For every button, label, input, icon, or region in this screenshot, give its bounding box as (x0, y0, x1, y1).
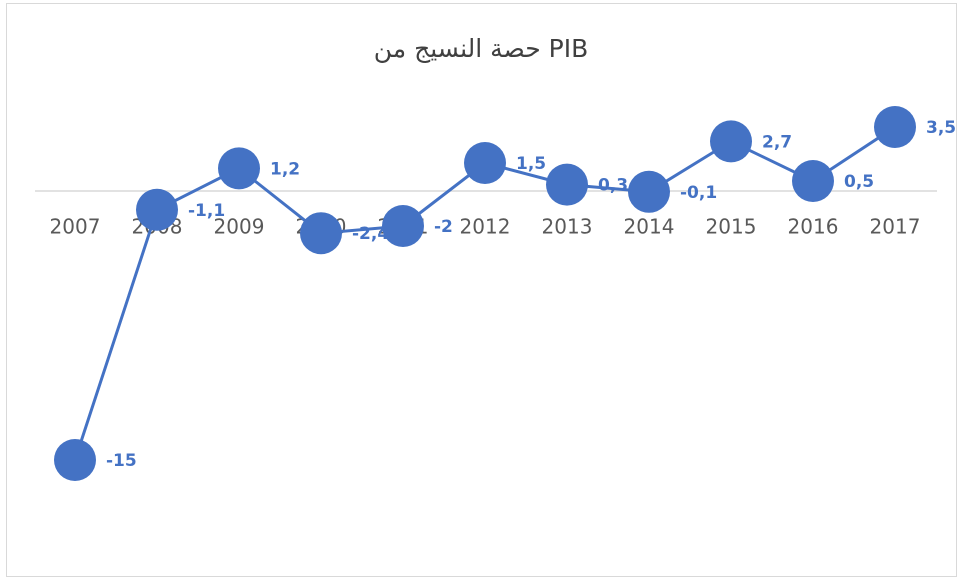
data-point (218, 147, 260, 190)
data-label: 1,5 (516, 154, 546, 174)
data-point (136, 188, 178, 231)
x-tick-label: 2013 (542, 215, 593, 239)
data-point (464, 142, 506, 184)
data-point (300, 212, 342, 255)
x-tick-label: 2015 (706, 215, 757, 239)
x-tick-label: 2017 (870, 215, 921, 239)
data-point (710, 120, 752, 163)
data-label: -0,1 (680, 183, 717, 203)
data-label: 0,3 (598, 176, 628, 196)
x-tick-label: 2012 (460, 215, 511, 239)
x-tick-label: 2007 (50, 215, 101, 239)
data-label: 0,5 (844, 172, 874, 192)
x-tick-label: 2016 (788, 215, 839, 239)
data-point (382, 205, 424, 247)
data-point (874, 106, 916, 148)
x-tick-label: 2009 (214, 215, 265, 239)
x-tick-label: 2014 (624, 215, 675, 239)
data-label: 2,7 (762, 132, 792, 152)
data-point (792, 160, 834, 202)
data-label: -1,1 (188, 201, 225, 221)
chart-border (6, 3, 957, 577)
data-label: -2 (434, 217, 453, 237)
chart-title: حصة النسيج من PIB (374, 34, 589, 64)
data-label: 1,2 (270, 159, 300, 179)
data-label: 3,5 (926, 118, 956, 138)
data-point (546, 163, 588, 206)
data-point (54, 439, 96, 481)
data-label: -2,4 (352, 224, 389, 244)
data-label: -15 (106, 451, 137, 471)
data-point (628, 170, 670, 213)
